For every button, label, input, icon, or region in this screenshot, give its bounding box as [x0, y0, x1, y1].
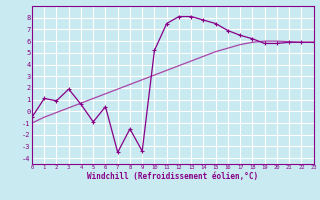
X-axis label: Windchill (Refroidissement éolien,°C): Windchill (Refroidissement éolien,°C) — [87, 172, 258, 181]
